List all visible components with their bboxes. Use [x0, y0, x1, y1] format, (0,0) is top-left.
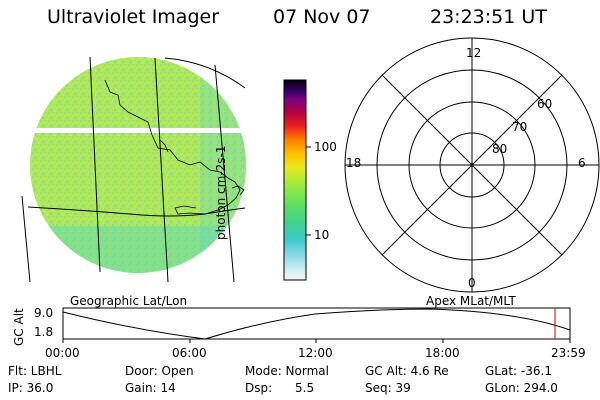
footer-ip: IP: 36.0 — [8, 381, 54, 395]
time-tick-0000: 00:00 — [45, 346, 80, 360]
app-title: Ultraviolet Imager — [47, 6, 220, 28]
time-tick-1200: 12:00 — [298, 346, 333, 360]
date-label: 07 Nov 07 — [273, 6, 371, 28]
footer-gcalt: GC Alt: 4.6 Re — [365, 364, 449, 378]
apex-caption: Apex MLat/MLT — [426, 294, 516, 308]
mlt-label-6: 6 — [578, 156, 586, 170]
lat-label-80: 80 — [492, 142, 508, 156]
time-tick-2359: 23:59 — [551, 346, 586, 360]
altitude-panel — [62, 307, 571, 343]
altitude-ymax: 9.0 — [34, 306, 54, 320]
geographic-caption: Geographic Lat/Lon — [70, 294, 188, 308]
lat-label-70: 70 — [512, 120, 528, 134]
footer-gain: Gain: 14 — [125, 381, 176, 395]
time-label: 23:23:51 UT — [430, 6, 547, 28]
lat-label-60: 60 — [537, 97, 553, 111]
footer-door: Door: Open — [125, 364, 194, 378]
time-tick-1800: 18:00 — [425, 346, 460, 360]
colorbar — [283, 79, 311, 281]
footer-dsp: Dsp: 5.5 — [245, 381, 315, 395]
coastline — [104, 79, 245, 215]
colorbar-tick-100: 100 — [314, 140, 337, 154]
footer-glat: GLat: -36.1 — [485, 364, 552, 378]
time-tick-0600: 06:00 — [172, 346, 207, 360]
altitude-ymin: 1.8 — [34, 325, 54, 339]
colorbar-tick-10: 10 — [314, 228, 330, 242]
footer-mode: Mode: Normal — [245, 364, 329, 378]
colorbar-unit-label: photon cm-2s-1 — [214, 145, 228, 241]
mlt-label-12: 12 — [466, 46, 482, 60]
altitude-ylabel: GC Alt — [12, 308, 26, 346]
polar-plot — [344, 37, 600, 293]
geographic-grid — [21, 56, 246, 283]
mlt-label-18: 18 — [346, 156, 362, 170]
footer-flt: Flt: LBHL — [8, 364, 62, 378]
mlt-label-0: 0 — [468, 276, 476, 290]
footer-glon: GLon: 294.0 — [485, 381, 558, 395]
footer-seq: Seq: 39 — [365, 381, 411, 395]
